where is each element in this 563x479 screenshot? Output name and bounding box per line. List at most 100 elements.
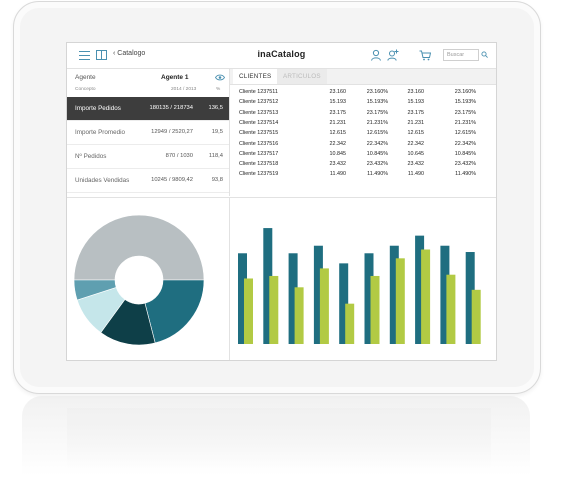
table-row[interactable]: Cliente 1237519 11.490 11.490% 11.490 11.490… xyxy=(230,170,496,180)
table-row[interactable]: Cliente 1237512 15.193 15.193% 15.193 15.193… xyxy=(230,98,496,108)
tab-bar: CLIENTES ARTICULOS xyxy=(230,69,496,85)
donut-slice-1 xyxy=(144,279,205,344)
metrics-panel: Agente Agente 1 Concepto 2014 / 2013 % I… xyxy=(67,69,230,196)
bar-chart-panel xyxy=(230,197,496,360)
client-pct: 11.490% xyxy=(367,171,388,178)
tab-clientes[interactable]: CLIENTES xyxy=(233,69,279,84)
tab-articulos[interactable]: ARTICULOS xyxy=(277,69,327,84)
metric-pct: 19,5 xyxy=(211,129,223,135)
search-input[interactable]: Buscar xyxy=(443,49,479,61)
bar-s0-8 xyxy=(440,245,450,344)
bar-s1-7 xyxy=(421,249,431,344)
client-value-2: 21.231 xyxy=(407,119,425,126)
tablet-reflection xyxy=(22,396,530,476)
client-value: 23.432 xyxy=(329,161,347,168)
client-pct-2: 15.193% xyxy=(454,99,476,106)
client-value: 12.615 xyxy=(329,130,347,137)
app-screen: ‹ Catalogo inaCatalog Buscar Agente Agen… xyxy=(66,42,497,361)
user-icon[interactable] xyxy=(370,49,382,61)
bar-s0-0 xyxy=(238,253,247,344)
app-title: inaCatalog xyxy=(257,49,306,59)
agent-selector[interactable]: Agente Agente 1 Concepto 2014 / 2013 % xyxy=(67,69,229,97)
client-value: 15.193 xyxy=(329,99,347,106)
client-value-2: 23.432 xyxy=(407,161,425,168)
column-concept: Concepto xyxy=(75,87,96,92)
client-pct-2: 23.160% xyxy=(454,89,476,95)
bar-s0-6 xyxy=(389,245,399,344)
book-icon[interactable] xyxy=(96,50,107,60)
back-link[interactable]: ‹ Catalogo xyxy=(113,50,145,57)
client-value-2: 23.175 xyxy=(407,109,425,116)
metric-unidades-vendidas[interactable]: Unidades Vendidas 10245 / 9809,42 93,8 xyxy=(67,169,229,193)
bar-s0-4 xyxy=(339,263,349,344)
column-pct: % xyxy=(216,87,221,92)
menu-icon[interactable] xyxy=(79,51,90,60)
client-value: 23.175 xyxy=(329,109,347,116)
client-value: 22.342 xyxy=(329,140,347,147)
metric-importe-promedio[interactable]: Importe Promedio 12949 / 2520,27 19,5 xyxy=(67,121,229,145)
client-value: 23.160 xyxy=(329,89,347,95)
bar-s0-7 xyxy=(415,235,425,344)
client-name: Cliente 1237512 xyxy=(239,99,279,106)
client-pct: 21.231% xyxy=(366,119,388,126)
metric-num-pedidos[interactable]: Nº Pedidos 870 / 1030 118,4 xyxy=(67,145,229,169)
metric-value: 10245 / 9809,42 xyxy=(151,177,193,183)
chevron-left-icon: ‹ xyxy=(113,50,118,57)
client-value-2: 23.160 xyxy=(407,89,425,95)
back-label: Catalogo xyxy=(117,50,146,57)
metric-value: 180135 / 218734 xyxy=(149,105,193,111)
client-pct: 12.615% xyxy=(366,130,388,137)
user-add-icon[interactable] xyxy=(387,49,399,61)
metric-label: Unidades Vendidas xyxy=(75,177,130,184)
table-row[interactable]: Cliente 1237518 23.432 23.432% 23.432 23.432… xyxy=(230,160,496,170)
metric-value: 12949 / 2520,27 xyxy=(151,129,193,135)
client-name: Cliente 1237515 xyxy=(239,130,279,137)
client-value: 10.845 xyxy=(329,150,347,157)
metric-pct: 136,5 xyxy=(208,105,223,111)
metric-value: 870 / 1030 xyxy=(165,153,193,159)
table-row[interactable]: Cliente 1237516 22.342 22.342% 22.342 22.342… xyxy=(230,140,496,150)
metric-importe-pedidos[interactable]: Importe Pedidos 180135 / 218734 136,5 xyxy=(67,97,229,121)
client-pct: 23.432% xyxy=(366,161,388,168)
agent-label: Agente xyxy=(75,74,96,81)
client-value: 21.231 xyxy=(329,119,347,126)
donut-slice-4 xyxy=(73,279,117,301)
bar-s0-1 xyxy=(263,228,273,344)
client-value-2: 12.615 xyxy=(407,130,425,137)
search-icon[interactable] xyxy=(481,51,488,58)
bar-s0-5 xyxy=(364,253,374,344)
table-row[interactable]: Cliente 1237514 21.231 21.231% 21.231 21.231… xyxy=(230,119,496,129)
top-bar: ‹ Catalogo inaCatalog Buscar xyxy=(67,43,496,69)
cart-icon[interactable] xyxy=(419,50,431,61)
client-pct-2: 23.175% xyxy=(454,109,476,116)
table-row[interactable]: Cliente 1237513 23.175 23.175% 23.175 23.175… xyxy=(230,109,496,119)
client-pct-2: 21.231% xyxy=(454,119,476,126)
client-name: Cliente 1237519 xyxy=(239,171,279,178)
metric-label: Importe Promedio xyxy=(75,129,126,136)
eye-icon[interactable] xyxy=(215,74,225,81)
client-pct: 10.845% xyxy=(366,150,388,157)
metric-pct: 93,8 xyxy=(211,177,223,183)
client-pct-2: 10.845% xyxy=(454,150,476,157)
client-value: 11.490 xyxy=(329,171,346,178)
bar-s1-6 xyxy=(395,258,405,344)
client-name: Cliente 1237516 xyxy=(239,140,279,147)
table-row[interactable]: Cliente 1237511 23.160 23.160% 23.160 23.160… xyxy=(230,88,496,98)
metric-label: Importe Pedidos xyxy=(75,105,121,112)
client-pct: 23.160% xyxy=(366,89,388,95)
client-pct: 23.175% xyxy=(366,109,388,116)
bar-s1-4 xyxy=(345,303,355,344)
donut-slice-0 xyxy=(73,214,205,281)
bar-s1-0 xyxy=(244,278,253,344)
client-pct-2: 11.490% xyxy=(455,171,476,178)
client-pct-2: 23.432% xyxy=(454,161,476,168)
client-pct: 15.193% xyxy=(366,99,388,106)
table-row[interactable]: Cliente 1237517 10.845 10.845% 10.645 10.845… xyxy=(230,150,496,160)
agent-value[interactable]: Agente 1 xyxy=(161,74,189,81)
donut-chart xyxy=(73,214,205,346)
bar-chart xyxy=(238,228,481,344)
metric-pct: 118,4 xyxy=(208,153,223,159)
table-row[interactable]: Cliente 1237515 12.615 12.615% 12.615 12.615… xyxy=(230,129,496,139)
bar-s1-3 xyxy=(319,268,329,344)
donut-chart-panel xyxy=(67,197,230,360)
